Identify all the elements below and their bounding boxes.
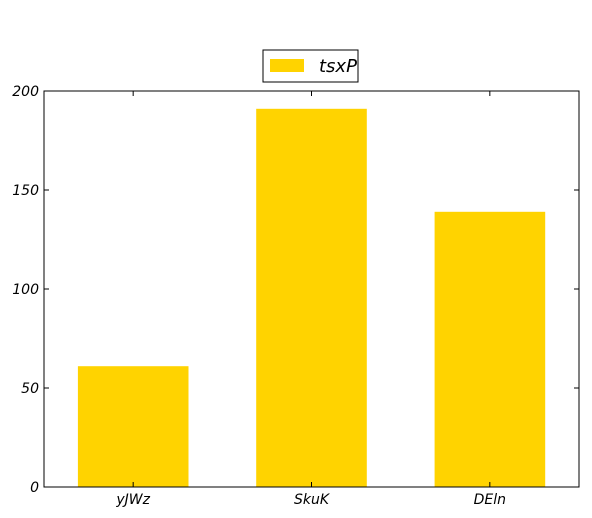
ticks-layer: yJWz SkuK DEln 0 50 100 150 200 [12, 84, 579, 508]
y-tick-label-50: 50 [21, 381, 39, 397]
y-tick-label-0: 0 [30, 480, 39, 496]
x-tick-label-DEln: DEln [474, 492, 506, 508]
bar-SkuK [256, 108, 367, 488]
legend-swatch-tsxP [270, 59, 304, 72]
bar-DEln [434, 211, 546, 488]
y-tick-label-150: 150 [12, 183, 39, 199]
y-tick-label-200: 200 [12, 84, 39, 100]
x-tick-label-yJWz: yJWz [115, 492, 150, 508]
x-tick-label-SkuK: SkuK [294, 492, 331, 508]
bar-yJWz [77, 366, 189, 487]
y-tick-label-100: 100 [12, 282, 39, 298]
legend-label-tsxP: tsxP [319, 56, 357, 77]
bars-layer [77, 108, 546, 488]
legend: tsxP [262, 49, 359, 83]
